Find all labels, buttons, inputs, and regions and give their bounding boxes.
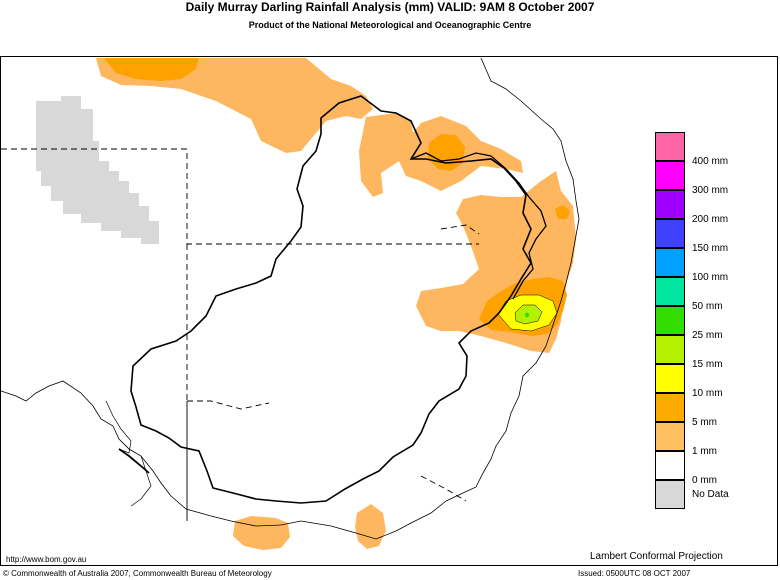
legend-label: No Data [692,489,729,500]
legend-label: 25 mm [692,330,723,341]
legend-label: 150 mm [692,243,729,254]
legend-swatch [655,393,685,422]
rain-region-5mm-north [104,58,199,81]
no-data-region [36,96,159,244]
projection-label: Lambert Conformal Projection [590,551,723,562]
legend-label: 300 mm [692,185,729,196]
legend-item-400: 400 mm [655,132,775,167]
legend-label: 400 mm [692,156,729,167]
legend-swatch [655,306,685,335]
legend-swatch [655,132,685,161]
legend-swatch [655,219,685,248]
legend-swatch [655,480,685,509]
legend-label: 50 mm [692,301,723,312]
river-murray [118,448,150,474]
map-title: Daily Murray Darling Rainfall Analysis (… [185,0,595,14]
map-canvas [1,57,580,550]
legend-swatch [655,161,685,190]
legend-label: 200 mm [692,214,729,225]
rain-region-vic-east [355,504,386,549]
rain-region-north [96,58,373,153]
legend-label: 5 mm [692,417,717,428]
state-boundary-qld-nsw [410,152,547,300]
state-boundaries [1,148,480,502]
legend-item-5: 5 mm [655,393,775,428]
rain-region-vic-west [233,516,290,550]
coastline-gulf [105,400,152,507]
rain-region-5mm-coast [555,205,570,219]
legend-item-150: 150 mm [655,219,775,254]
coastline-south [1,380,447,540]
legend-item-15: 15 mm [655,335,775,370]
legend-item-200: 200 mm [655,190,775,225]
legend-swatch [655,190,685,219]
legend-item-25: 25 mm [655,306,775,341]
legend-label: 1 mm [692,446,717,457]
rainfall-map [0,56,778,566]
legend-label: 15 mm [692,359,723,370]
legend-item-100: 100 mm [655,248,775,283]
rain-region-25mm [524,312,530,318]
legend-item-50: 50 mm [655,277,775,312]
legend-item-10: 10 mm [655,364,775,399]
legend-item-1: 1 mm [655,422,775,457]
coastline-east [445,57,580,502]
source-url: http://www.bom.gov.au [6,555,87,564]
legend-swatch [655,364,685,393]
legend-item-no-data: No Data [655,480,775,509]
legend-label: 0 mm [692,475,717,486]
legend-swatch [655,277,685,306]
legend-item-300: 300 mm [655,161,775,196]
copyright-notice: © Commonwealth of Australia 2007, Common… [3,569,272,578]
legend-label: 10 mm [692,388,723,399]
legend-swatch [655,422,685,451]
basin-boundary [130,95,532,504]
legend-label: 100 mm [692,272,729,283]
issued-timestamp: Issued: 0500UTC 08 OCT 2007 [578,569,691,578]
legend-swatch [655,335,685,364]
legend-swatch [655,451,685,480]
map-subtitle: Product of the National Meteorological a… [248,20,532,30]
legend-swatch [655,248,685,277]
legend-item-0: 0 mm [655,451,775,486]
